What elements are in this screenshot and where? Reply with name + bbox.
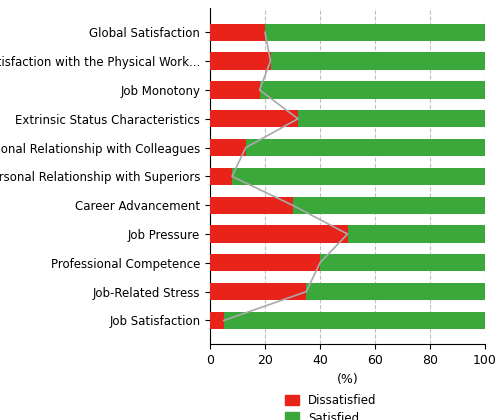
Bar bbox=[210, 226, 348, 243]
Bar bbox=[210, 81, 260, 99]
Bar bbox=[210, 197, 485, 214]
Bar bbox=[210, 52, 270, 70]
Bar bbox=[210, 283, 485, 300]
Bar bbox=[210, 254, 320, 271]
Bar bbox=[210, 139, 246, 156]
X-axis label: (%): (%) bbox=[336, 373, 358, 386]
Bar bbox=[210, 254, 485, 271]
Bar bbox=[210, 312, 224, 329]
Bar bbox=[210, 226, 485, 243]
Bar bbox=[210, 110, 298, 127]
Bar bbox=[210, 81, 485, 99]
Bar bbox=[210, 24, 265, 41]
Bar bbox=[210, 168, 232, 185]
Bar bbox=[210, 139, 485, 156]
Bar bbox=[210, 283, 306, 300]
Bar bbox=[210, 110, 485, 127]
Bar bbox=[210, 52, 485, 70]
Bar bbox=[210, 312, 485, 329]
Bar bbox=[210, 24, 485, 41]
Bar bbox=[210, 168, 485, 185]
Bar bbox=[210, 197, 292, 214]
Legend: Dissatisfied, Satisfied: Dissatisfied, Satisfied bbox=[284, 394, 377, 420]
